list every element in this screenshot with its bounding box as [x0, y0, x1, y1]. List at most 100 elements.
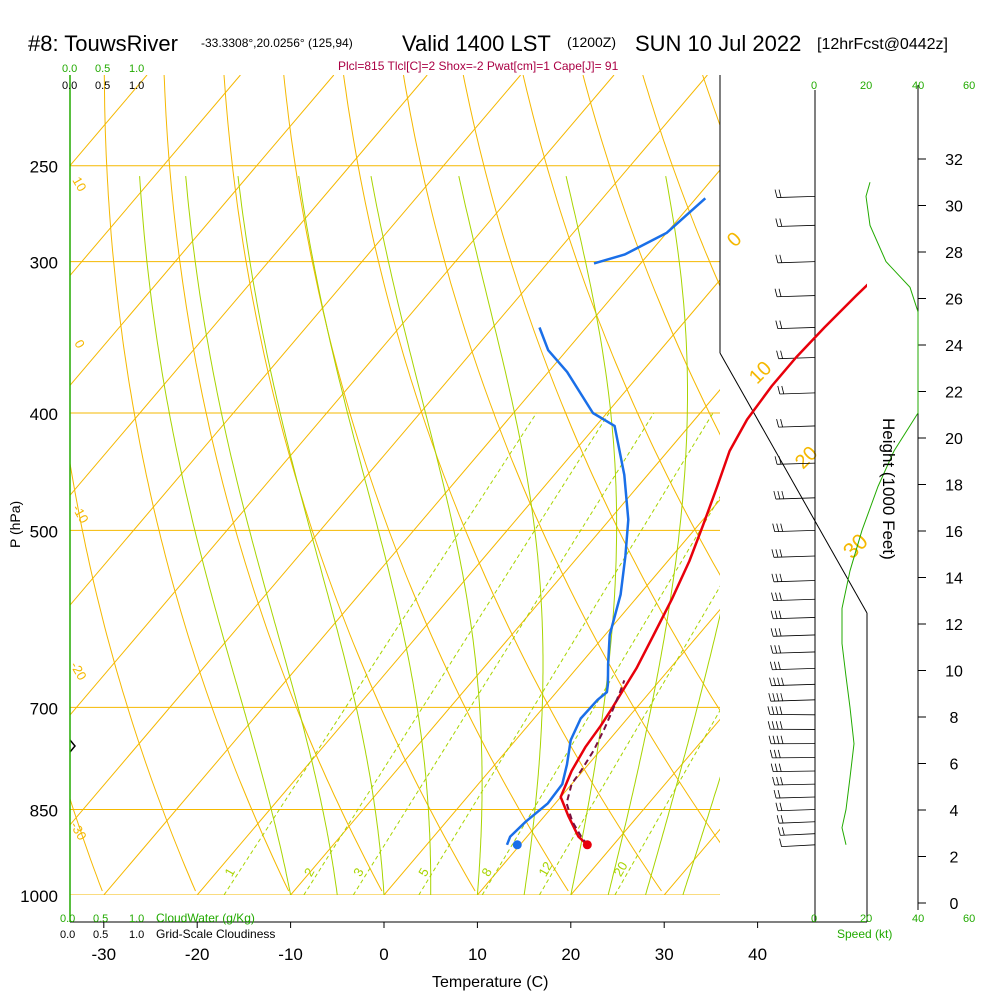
wind-barb-staff — [774, 529, 816, 533]
y-axis-label: P (hPa) — [7, 501, 23, 548]
wind-barb-staff — [778, 425, 816, 428]
wind-barb — [774, 189, 816, 198]
wind-barb-flag — [775, 218, 779, 227]
speed-tick-0-bottom: 0 — [811, 913, 817, 925]
dry-adiabat-110 — [822, 75, 1000, 891]
mixing-ratio-label-1: 1 — [221, 865, 238, 879]
wind-barb-flag — [778, 456, 782, 465]
wind-barb-flag — [770, 763, 774, 772]
zulu-time: (1200Z) — [567, 34, 616, 50]
wind-barb-flag — [778, 645, 782, 654]
wind-barb-flag — [777, 385, 781, 395]
wind-barb-flag — [769, 749, 773, 758]
dry-adiabat-label--20: -20 — [67, 659, 89, 683]
cloud-marker — [69, 739, 76, 753]
wind-barb-flag — [771, 573, 775, 582]
wind-barb-flag — [776, 523, 780, 532]
wind-barb-flag — [775, 254, 779, 263]
wind-barb-flag — [776, 350, 780, 359]
wind-barb — [768, 735, 816, 745]
wind-barb-flag — [773, 789, 777, 799]
valid-time: Valid 1400 LST — [402, 31, 551, 56]
wind-barb-staff — [771, 683, 816, 687]
wind-barb — [773, 490, 816, 500]
dry-adiabat-label-10: 10 — [69, 174, 89, 194]
isotherm-label-20: 20 — [791, 442, 822, 473]
wind-barb-staff — [777, 462, 816, 465]
wind-barb-flag — [779, 802, 783, 811]
temp-tick-0: 0 — [379, 945, 388, 964]
wind-barb-flag — [770, 628, 774, 637]
dry-adiabat--10 — [103, 75, 290, 892]
wind-barb — [773, 789, 816, 799]
plot-frame — [69, 75, 919, 923]
wind-barb-flag — [777, 490, 781, 500]
wind-barb-flag — [773, 677, 776, 686]
height-tick-18: 18 — [945, 478, 963, 495]
wind-barb-staff — [773, 555, 816, 558]
pressure-tick-500: 500 — [30, 522, 58, 541]
station-title: #8: TouwsRiver — [28, 31, 178, 56]
wind-barb — [770, 645, 816, 654]
moist-adiabat--5 — [185, 176, 338, 895]
mixing-ratio-20 — [614, 709, 720, 895]
isotherm-20 — [570, 718, 720, 895]
wind-barb-flag — [774, 645, 778, 654]
dry-adiabat-50 — [462, 75, 720, 712]
wind-barb-flag — [780, 419, 784, 428]
moist-adiabat--10 — [139, 176, 292, 895]
mixing-ratio-3 — [352, 412, 655, 895]
wind-barb-flag — [775, 549, 779, 558]
speed-tick-60-bottom: 60 — [963, 913, 975, 925]
cloudiness-tick-2-bottom: 1.0 — [129, 929, 144, 941]
pressure-tick-300: 300 — [30, 254, 58, 273]
temp-tick-20: 20 — [561, 945, 580, 964]
mixing-ratio-label-5: 5 — [415, 865, 432, 879]
wind-barb-staff — [773, 770, 816, 773]
isotherm--50 — [70, 75, 615, 716]
isotherm--110 — [0, 75, 54, 895]
moist-adiabat-24 — [607, 176, 688, 895]
wind-barb-flag — [779, 721, 783, 730]
wind-barb — [779, 838, 816, 848]
mixing-ratio-label-8: 8 — [478, 865, 495, 879]
cloudiness-tick-0-top: 0.0 — [62, 80, 77, 92]
wind-barb-flag — [780, 815, 784, 824]
wind-barb-flag — [780, 350, 784, 359]
temp-tick--20: -20 — [185, 945, 210, 964]
sounding-parameters: Plcl=815 Tlcl[C]=2 Shox=-2 Pwat[cm]=1 Ca… — [338, 59, 619, 73]
wind-barb-flag — [769, 677, 772, 686]
mixing-ratio-8 — [481, 496, 720, 895]
wind-barb-flag — [776, 776, 779, 786]
isotherm--30 — [103, 169, 720, 895]
height-tick-32: 32 — [945, 152, 963, 169]
wind-barb-flag — [771, 706, 775, 715]
wind-barb-staff — [777, 295, 816, 298]
wind-barb — [771, 573, 816, 583]
isotherm-0 — [383, 498, 720, 895]
moist-adiabat-15 — [458, 175, 544, 895]
wind-barb-flag — [768, 693, 772, 702]
wind-barb-flag — [780, 523, 784, 532]
dry-adiabat-10 — [223, 75, 476, 892]
wind-barb-staff — [773, 617, 816, 620]
wind-barb-flag — [780, 776, 783, 786]
wind-barb-flag — [776, 419, 780, 428]
isotherm--60 — [70, 75, 521, 606]
surface-dewpoint-dot — [512, 840, 522, 850]
cloudiness-tick-1-top: 0.5 — [95, 80, 110, 92]
cloudiness-tick-1-bottom: 0.5 — [93, 929, 108, 941]
wind-barb-flag — [774, 610, 778, 619]
wind-barb-flag — [772, 776, 775, 786]
dry-adiabat-label--10: -10 — [69, 502, 91, 526]
speed-tick-20-bottom: 20 — [860, 913, 872, 925]
height-axis-label: Height (1000 Feet) — [879, 418, 898, 560]
speed-label: Speed (kt) — [837, 927, 892, 941]
wind-barbs — [767, 189, 816, 848]
wind-barb-flag — [780, 693, 784, 702]
wind-barb-flag — [774, 189, 778, 198]
wind-barb-flag — [780, 735, 784, 744]
wind-barb-flag — [774, 628, 778, 637]
wind-barb — [777, 827, 816, 836]
